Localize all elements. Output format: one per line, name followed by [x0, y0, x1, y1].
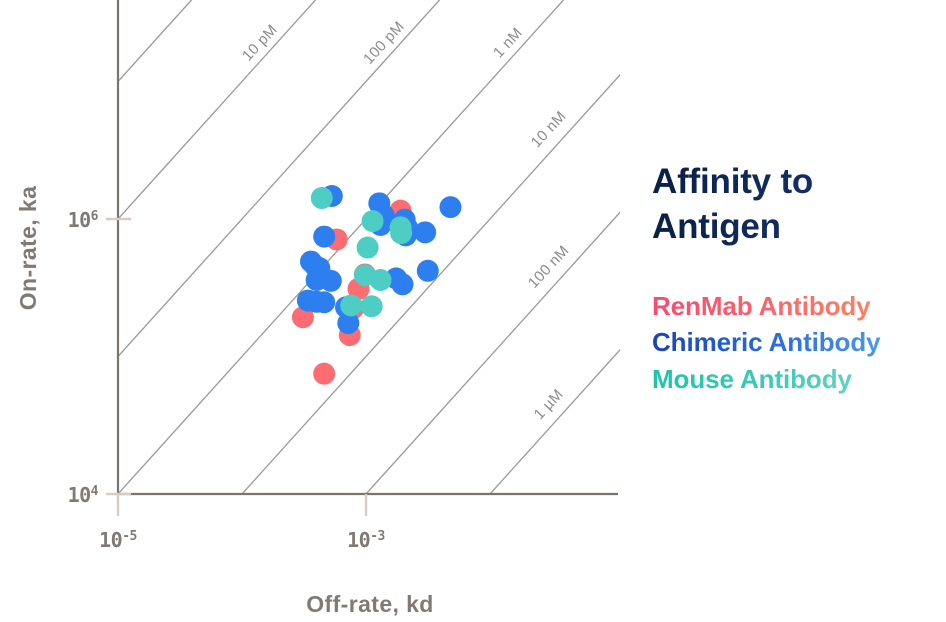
- side-panel: Affinity to Antigen RenMab Antibody Chim…: [652, 160, 942, 398]
- data-point[interactable]: [340, 294, 363, 317]
- data-points-layer: [291, 184, 462, 385]
- data-point[interactable]: [416, 259, 439, 282]
- data-point[interactable]: [414, 221, 437, 244]
- iso-affinity-line: [365, 211, 620, 494]
- iso-affinity-lines: [0, 0, 738, 494]
- data-point[interactable]: [319, 269, 342, 292]
- data-point[interactable]: [337, 312, 360, 335]
- legend-item-mouse[interactable]: Mouse Antibody: [652, 361, 942, 398]
- data-point[interactable]: [310, 187, 333, 210]
- iso-affinity-line: [118, 0, 317, 220]
- legend: RenMab Antibody Chimeric Antibody Mouse …: [652, 288, 942, 398]
- data-point[interactable]: [369, 269, 392, 292]
- data-point[interactable]: [356, 236, 379, 259]
- iso-affinity-line: [241, 73, 620, 494]
- x-tick-label-1e-3: 10-3: [347, 528, 385, 552]
- data-point[interactable]: [313, 362, 336, 385]
- iso-affinity-line: [118, 0, 441, 358]
- chart-title: Affinity to Antigen: [652, 160, 942, 250]
- y-tick-label-1e6: 106: [68, 208, 99, 232]
- iso-affinity-line: [118, 0, 565, 494]
- legend-item-chimeric[interactable]: Chimeric Antibody: [652, 324, 942, 361]
- iso-affinity-label: 1 nM: [490, 24, 526, 61]
- iso-affinity-label: 10 pM: [239, 21, 281, 64]
- data-point[interactable]: [360, 295, 383, 318]
- legend-item-renmab[interactable]: RenMab Antibody: [652, 288, 942, 325]
- x-tick-label-1e-5: 10-5: [99, 528, 137, 552]
- data-point[interactable]: [291, 306, 314, 329]
- data-point[interactable]: [361, 210, 384, 233]
- iso-affinity-line: [0, 0, 738, 219]
- data-point[interactable]: [391, 273, 414, 296]
- data-point[interactable]: [390, 222, 413, 245]
- x-axis-title: Off-rate, kd: [306, 591, 433, 617]
- y-tick-label-1e4: 104: [68, 483, 99, 507]
- data-point[interactable]: [439, 196, 462, 219]
- iso-affinity-line: [489, 348, 620, 494]
- iso-affinity-label: 10 nM: [528, 108, 570, 151]
- data-point[interactable]: [313, 225, 336, 248]
- iso-affinity-label: 100 nM: [525, 242, 573, 292]
- iso-affinity-label: 1 µM: [531, 386, 567, 423]
- data-point[interactable]: [313, 291, 336, 314]
- y-axis-title: On-rate, ka: [15, 186, 41, 311]
